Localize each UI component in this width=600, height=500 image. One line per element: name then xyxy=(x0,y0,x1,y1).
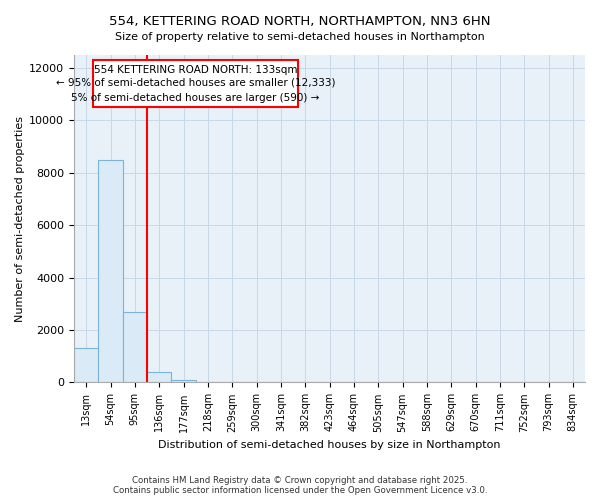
Y-axis label: Number of semi-detached properties: Number of semi-detached properties xyxy=(15,116,25,322)
Text: Size of property relative to semi-detached houses in Northampton: Size of property relative to semi-detach… xyxy=(115,32,485,42)
Bar xyxy=(172,380,196,382)
Text: 554 KETTERING ROAD NORTH: 133sqm: 554 KETTERING ROAD NORTH: 133sqm xyxy=(94,65,298,75)
X-axis label: Distribution of semi-detached houses by size in Northampton: Distribution of semi-detached houses by … xyxy=(158,440,501,450)
Bar xyxy=(147,372,172,382)
Bar xyxy=(74,348,98,382)
Text: ← 95% of semi-detached houses are smaller (12,333): ← 95% of semi-detached houses are smalle… xyxy=(56,78,335,88)
Bar xyxy=(98,160,122,382)
FancyBboxPatch shape xyxy=(94,60,298,108)
Text: 5% of semi-detached houses are larger (590) →: 5% of semi-detached houses are larger (5… xyxy=(71,93,320,103)
Text: Contains HM Land Registry data © Crown copyright and database right 2025.
Contai: Contains HM Land Registry data © Crown c… xyxy=(113,476,487,495)
Text: 554, KETTERING ROAD NORTH, NORTHAMPTON, NN3 6HN: 554, KETTERING ROAD NORTH, NORTHAMPTON, … xyxy=(109,15,491,28)
Bar xyxy=(122,312,147,382)
